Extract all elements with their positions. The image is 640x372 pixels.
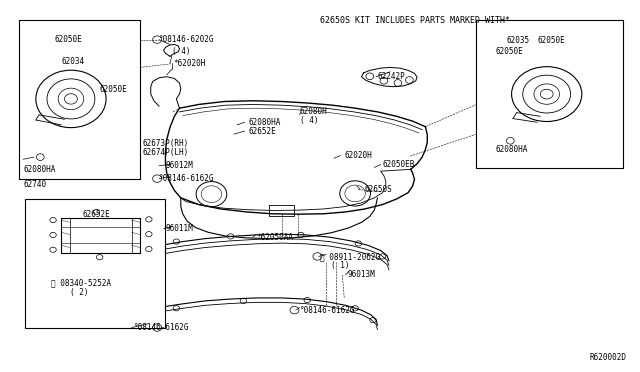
- Text: 62050E: 62050E: [495, 47, 524, 56]
- Bar: [476, 20, 623, 168]
- Text: *62020H: *62020H: [173, 59, 205, 68]
- Text: 62652E: 62652E: [83, 211, 110, 219]
- Text: 96011M: 96011M: [166, 224, 193, 233]
- Text: 62050E: 62050E: [537, 36, 565, 45]
- Text: 62673P(RH): 62673P(RH): [143, 139, 189, 148]
- Text: 62080H: 62080H: [300, 108, 327, 116]
- Text: 62080HA: 62080HA: [495, 145, 528, 154]
- Text: ( 1): ( 1): [332, 261, 350, 270]
- Text: 62652E: 62652E: [248, 126, 276, 136]
- Text: 62080HA: 62080HA: [248, 118, 281, 127]
- Text: 62035: 62035: [506, 36, 529, 45]
- Text: 62674P(LH): 62674P(LH): [143, 148, 189, 157]
- Text: 62050EB: 62050EB: [383, 160, 415, 169]
- Text: °08146-6162G: °08146-6162G: [300, 306, 355, 315]
- Text: 62050E: 62050E: [55, 35, 83, 44]
- Text: 62080HA: 62080HA: [23, 165, 56, 174]
- Text: Ⓢ 08340-5252A: Ⓢ 08340-5252A: [51, 279, 111, 288]
- Text: ( 2): ( 2): [70, 288, 88, 297]
- Text: ( 4): ( 4): [300, 116, 318, 125]
- Text: °08146-6202G: °08146-6202G: [159, 35, 214, 44]
- Text: °08146-6162G: °08146-6162G: [159, 174, 214, 183]
- Text: 62650S: 62650S: [365, 185, 392, 194]
- Bar: [19, 20, 140, 179]
- Bar: [25, 199, 166, 328]
- Text: 62020H: 62020H: [344, 151, 372, 160]
- Text: 62050E: 62050E: [100, 85, 127, 94]
- Text: 62650S KIT INCLUDES PARTS MARKED WITH*: 62650S KIT INCLUDES PARTS MARKED WITH*: [320, 16, 510, 25]
- Text: °08146-6162G: °08146-6162G: [134, 323, 189, 332]
- Text: *62050AA: *62050AA: [256, 232, 293, 242]
- Text: R620002D: R620002D: [589, 353, 627, 362]
- Text: Ⓝ 08911-2062G: Ⓝ 08911-2062G: [320, 252, 380, 261]
- Text: ( 4): ( 4): [172, 47, 190, 56]
- Text: 96013M: 96013M: [348, 270, 375, 279]
- Text: 62740: 62740: [23, 180, 46, 189]
- Text: 62034: 62034: [61, 57, 84, 66]
- Text: 96012M: 96012M: [166, 161, 193, 170]
- Text: 62242P: 62242P: [378, 72, 405, 81]
